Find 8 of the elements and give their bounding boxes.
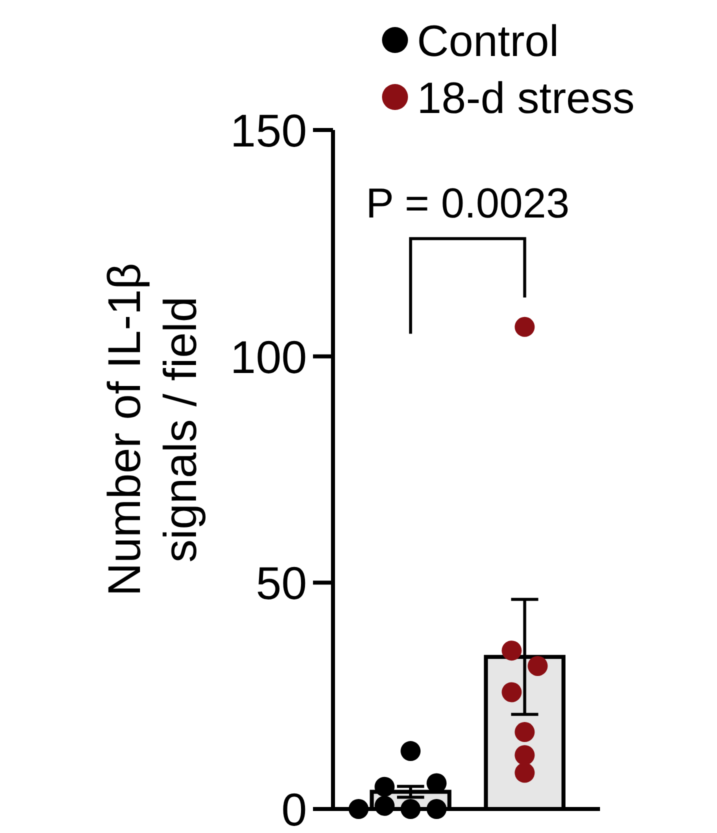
y-tick-label: 50 — [256, 557, 307, 610]
legend-label: 18-d stress — [417, 74, 635, 123]
y-tick-label: 0 — [281, 784, 307, 833]
y-tick-label: 150 — [230, 104, 307, 157]
y-tick-label: 100 — [230, 330, 307, 383]
legend-label: Control — [417, 16, 559, 66]
y-axis-title: Number of IL-1β signals / field — [98, 262, 206, 596]
annotation: P = 0.0023 — [366, 180, 570, 227]
